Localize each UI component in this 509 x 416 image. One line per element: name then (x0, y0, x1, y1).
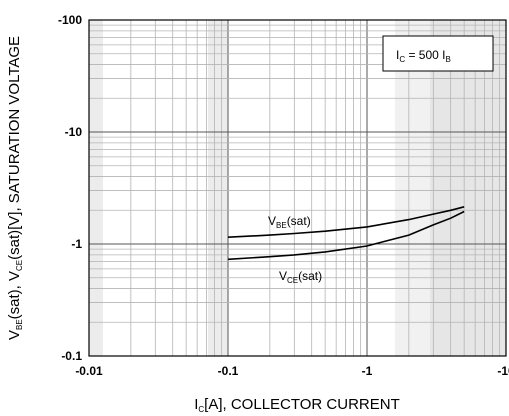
y-axis-label: VBE(sat), VCE(sat)[V], SATURATION VOLTAG… (6, 36, 24, 340)
y-tick-label: -0.1 (61, 349, 82, 363)
x-tick-label: -1 (362, 364, 373, 378)
y-tick-label: -1 (71, 237, 82, 251)
annotation-frame (382, 35, 494, 72)
annotation-box: IC = 500 IB (382, 35, 494, 72)
series-line-vce-sat (227, 210, 465, 261)
y-tick-label: -10 (65, 125, 83, 139)
series-line-vbe-sat (227, 206, 465, 238)
series-lines (227, 206, 465, 261)
annotation-text: IC = 500 IB (396, 48, 451, 64)
x-axis-label: IC[A], COLLECTOR CURRENT (194, 396, 400, 414)
x-tick-label: -0.1 (218, 364, 239, 378)
tick-labels: -0.01-0.1-1-10-0.1-1-10-100 (58, 13, 509, 378)
x-tick-label: -0.01 (75, 364, 103, 378)
plot-frame (88, 19, 507, 357)
series-label-vbe: VBE(sat) (268, 214, 311, 230)
y-tick-label: -100 (58, 13, 82, 27)
x-tick-label: -10 (497, 364, 509, 378)
series-label-vce: VCE(sat) (279, 269, 322, 285)
